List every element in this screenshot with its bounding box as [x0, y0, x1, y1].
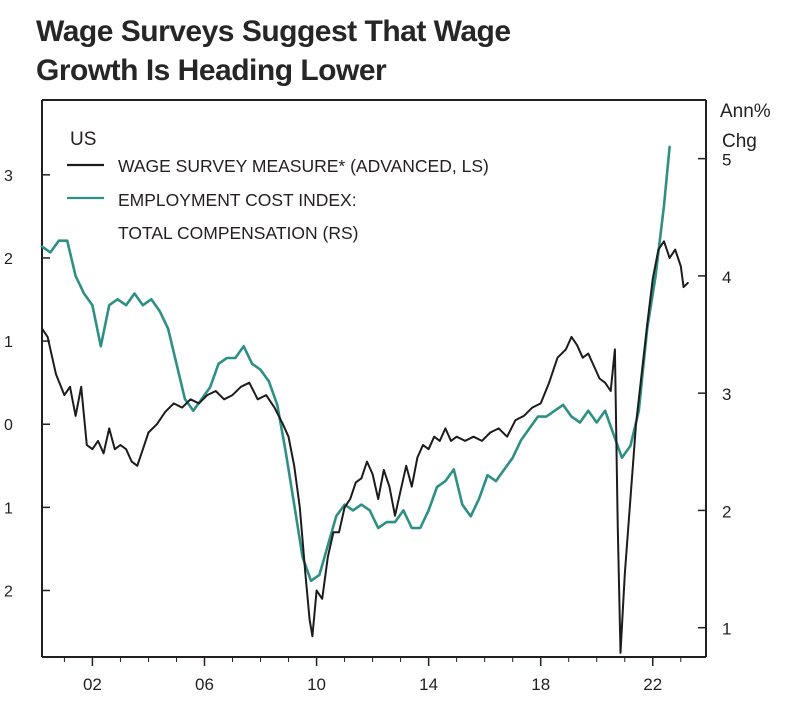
x-tick-label-2: 10	[307, 675, 326, 694]
left-tick-label-5: 2	[4, 583, 13, 600]
legend-label-wage: WAGE SURVEY MEASURE* (ADVANCED, LS)	[118, 156, 489, 176]
right-tick-label-2: 3	[722, 385, 731, 404]
chart-title-line1: Wage Surveys Suggest That Wage	[36, 15, 511, 48]
legend-label-eci-line1: EMPLOYMENT COST INDEX:	[118, 190, 357, 210]
left-tick-label-1: 2	[4, 251, 13, 268]
left-tick-label-0: 3	[4, 168, 13, 185]
x-tick-label-0: 02	[83, 675, 102, 694]
x-tick-label-4: 18	[531, 675, 550, 694]
x-axis: 02 06 10 14 18 22	[63, 657, 682, 694]
left-tick-label-4: 1	[4, 500, 13, 517]
legend-label-eci-line2: TOTAL COMPENSATION (RS)	[118, 223, 358, 243]
plot-frame	[41, 99, 707, 658]
left-y-axis: 3 2 1 0 1 2	[4, 168, 50, 600]
x-tick-label-3: 14	[419, 675, 438, 694]
right-tick-label-1: 4	[722, 268, 731, 287]
chart-title: Wage Surveys Suggest That Wage Growth Is…	[36, 12, 511, 90]
x-tick-label-1: 06	[195, 675, 214, 694]
right-tick-label-4: 1	[722, 620, 731, 639]
x-tick-label-5: 22	[643, 675, 662, 694]
left-tick-label-2: 1	[4, 334, 13, 351]
series-layer	[40, 145, 689, 654]
right-axis-title-line1: Ann%	[720, 101, 771, 122]
right-tick-label-0: 5	[722, 151, 731, 170]
right-tick-label-3: 2	[722, 502, 731, 521]
legend: US WAGE SURVEY MEASURE* (ADVANCED, LS) E…	[67, 129, 489, 243]
left-tick-label-3: 0	[4, 417, 13, 434]
right-y-axis: Ann% Chg 5 4 3 2 1	[698, 101, 771, 639]
chart-title-line2: Growth Is Heading Lower	[36, 54, 387, 87]
region-label: US	[70, 129, 96, 150]
series-line-eci	[40, 145, 671, 583]
right-axis-title-line2: Chg	[722, 131, 757, 152]
series-line-wage-survey	[41, 240, 689, 654]
